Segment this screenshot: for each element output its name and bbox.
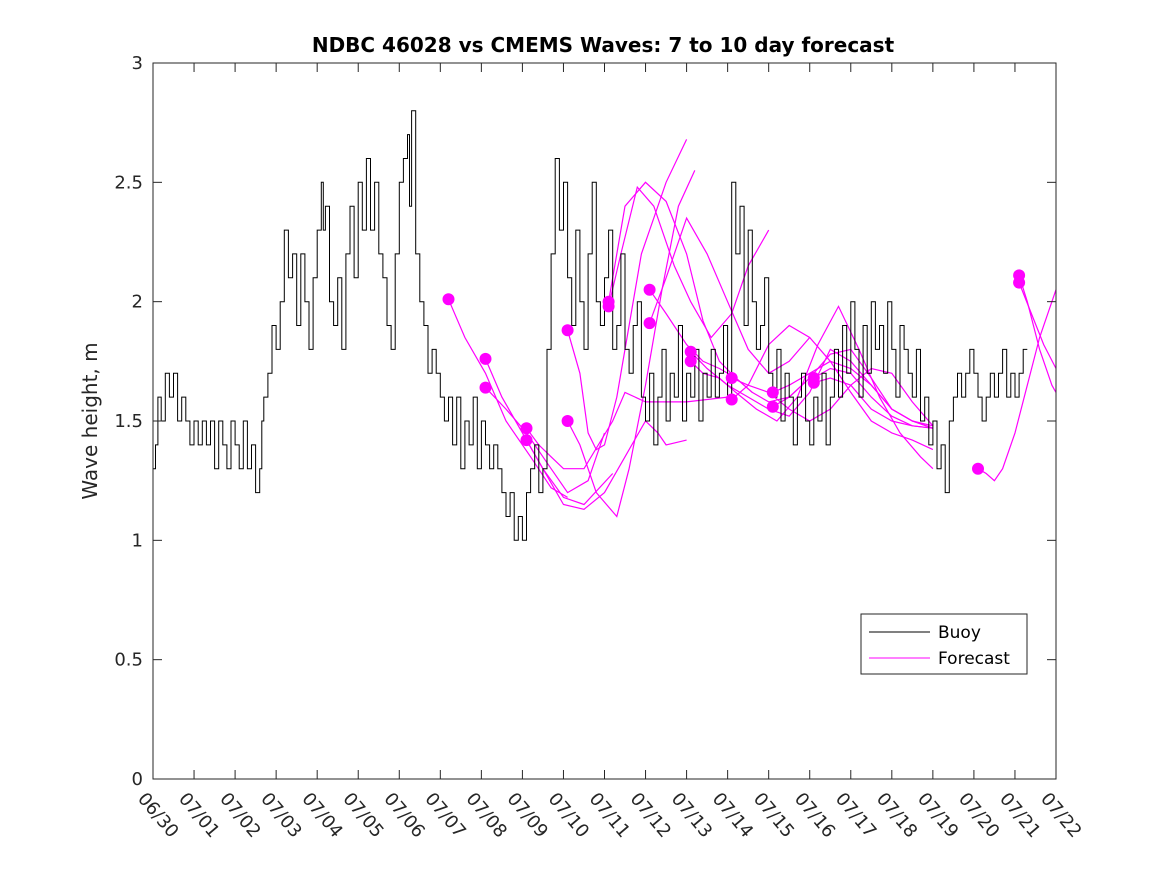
forecast-series-line-2: [485, 387, 606, 494]
y-tick-label: 2: [132, 292, 143, 313]
forecast-series-line-18: [813, 377, 933, 429]
forecast-series-line-4: [525, 420, 687, 510]
y-tick-label: 2.5: [114, 172, 143, 193]
y-tick-label: 1.5: [114, 411, 143, 432]
forecast-start-point: [520, 434, 533, 447]
forecast-start-point: [442, 293, 455, 306]
forecast-series-line-0: [447, 299, 568, 498]
y-tick-label: 0: [132, 769, 143, 790]
forecast-start-point: [684, 345, 697, 358]
y-tick-label: 0.5: [114, 650, 143, 671]
forecast-series-line-8: [608, 185, 770, 339]
forecast-start-point: [725, 393, 738, 406]
plot-area: [153, 110, 1057, 541]
legend-forecast-label: Forecast: [938, 649, 1010, 669]
legend: Buoy Forecast: [860, 613, 1028, 675]
forecast-start-point: [1013, 276, 1026, 289]
y-tick-label: 3: [132, 53, 143, 74]
forecast-series-line-21: [1018, 282, 1057, 369]
forecast-start-point: [520, 422, 533, 435]
forecast-start-point: [725, 372, 738, 384]
forecast-start-point: [479, 352, 492, 365]
forecast-start-point: [561, 415, 574, 427]
forecast-series-line-20: [1018, 275, 1057, 393]
forecast-series-line-19: [977, 289, 1057, 482]
forecast-start-point: [643, 283, 656, 296]
buoy-series-line: [153, 110, 1028, 541]
forecast-start-point: [602, 300, 615, 313]
forecast-series-line-6: [567, 170, 696, 518]
forecast-start-point: [807, 376, 820, 389]
forecast-series-line-10: [649, 216, 811, 375]
forecast-start-point: [766, 386, 779, 399]
legend-box: [860, 613, 1028, 675]
chart-title: NDBC 46028 vs CMEMS Waves: 7 to 10 day f…: [312, 33, 895, 57]
forecast-start-point: [479, 381, 492, 394]
y-axis-label: Wave height, m: [78, 342, 102, 499]
forecast-start-point: [643, 317, 656, 330]
forecast-start-point: [972, 462, 984, 475]
forecast-start-point: [561, 324, 574, 337]
forecast-start-point: [684, 355, 697, 368]
y-tick-label: 1: [132, 530, 143, 551]
forecast-start-point: [766, 400, 779, 413]
forecast-series-line-5: [567, 139, 688, 451]
forecast-series-line-12: [690, 305, 934, 470]
legend-buoy-label: Buoy: [938, 623, 981, 643]
